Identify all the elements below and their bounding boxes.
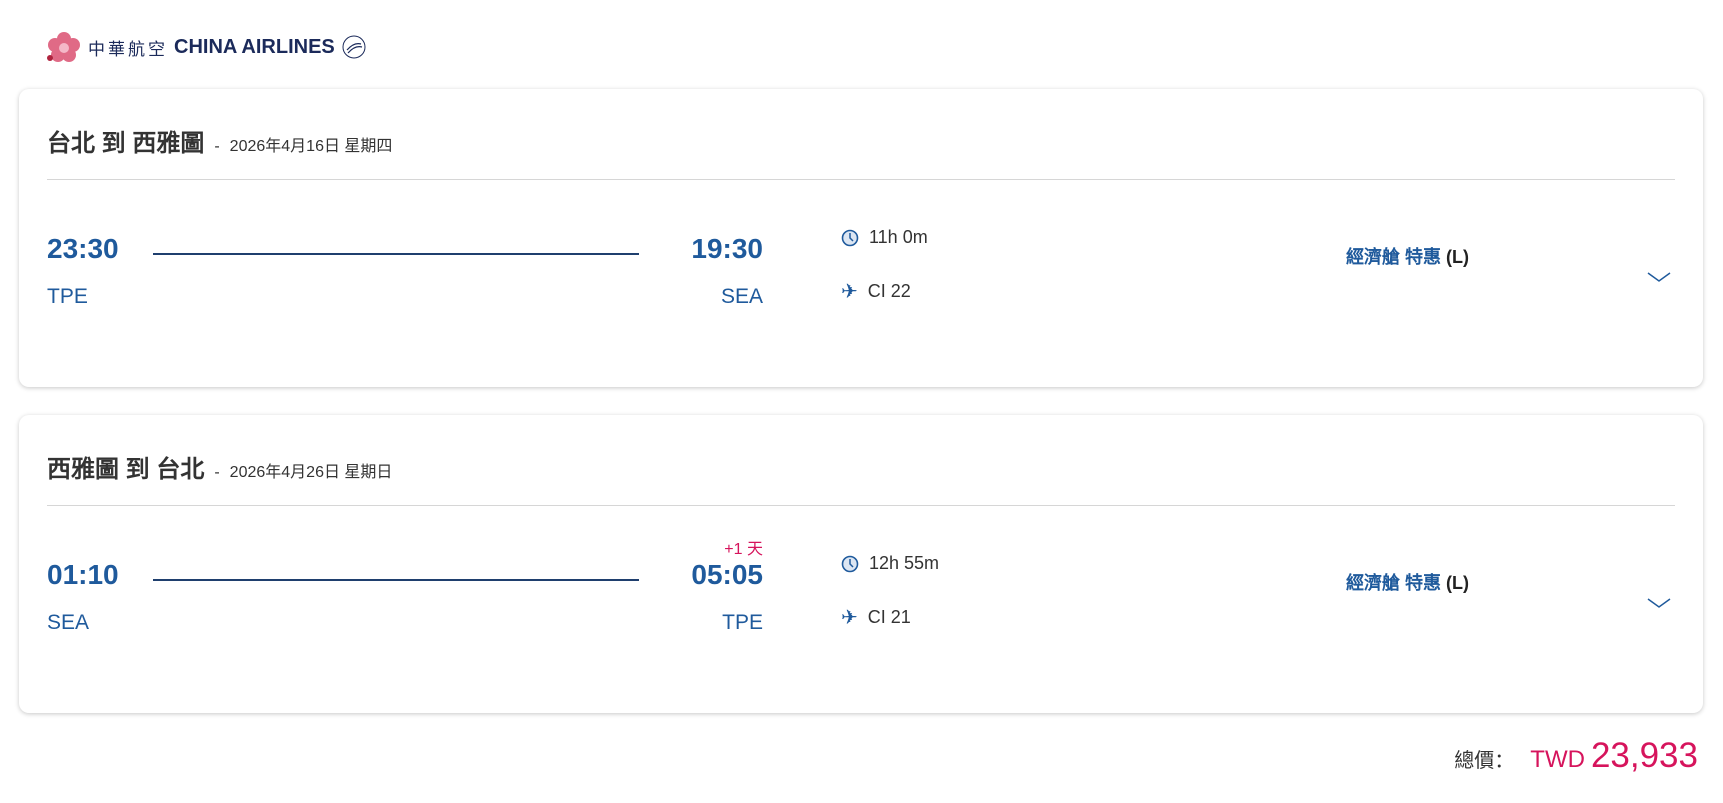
airplane-icon: ✈ <box>841 607 858 629</box>
fare-class: (L) <box>1446 247 1470 267</box>
plum-blossom-icon <box>47 32 80 62</box>
chevron-down-icon[interactable] <box>1647 597 1671 611</box>
depart-time: 23:30 <box>47 233 119 264</box>
day-offset: +1 天 <box>724 541 763 558</box>
flight-number: ✈ CI 21 <box>841 605 911 630</box>
divider <box>47 505 1675 506</box>
china-airlines-logo[interactable]: 中華航空 CHINA AIRLINES <box>46 30 367 64</box>
duration: 11h 0m <box>841 227 928 248</box>
brand-name-en: CHINA AIRLINES <box>174 35 335 58</box>
depart-airport: TPE <box>47 285 88 308</box>
flight-date: 2026年4月26日 星期日 <box>229 464 393 481</box>
duration: 12h 55m <box>841 553 939 574</box>
route-line <box>153 253 639 255</box>
flight-header: 台北 到 西雅圖 - 2026年4月16日 星期四 <box>47 123 392 158</box>
duration-text: 12h 55m <box>869 553 940 573</box>
depart-airport: SEA <box>47 611 90 634</box>
flight-card-outbound: 台北 到 西雅圖 - 2026年4月16日 星期四 23:30 19:30 TP… <box>19 89 1703 387</box>
flight-number-text: CI 22 <box>867 281 911 301</box>
arrive-time: 19:30 <box>691 233 763 264</box>
cabin-class: 經濟艙 特惠 (L) <box>1346 243 1469 269</box>
cabin-name: 經濟艙 特惠 <box>1346 247 1442 267</box>
cabin-class: 經濟艙 特惠 (L) <box>1346 569 1469 595</box>
separator: - <box>214 464 220 481</box>
clock-icon <box>841 229 859 246</box>
arrive-airport: TPE <box>722 611 763 634</box>
flight-number-text: CI 21 <box>867 607 911 627</box>
separator: - <box>214 138 220 155</box>
brand-name-cn: 中華航空 <box>88 39 168 60</box>
duration-text: 11h 0m <box>869 227 928 247</box>
clock-icon <box>841 555 859 572</box>
route-title: 台北 到 西雅圖 <box>47 130 205 157</box>
cabin-name: 經濟艙 特惠 <box>1346 573 1442 593</box>
depart-time: 01:10 <box>47 559 119 590</box>
total-label: 總價： <box>1454 750 1515 772</box>
flight-card-return: 西雅圖 到 台北 - 2026年4月26日 星期日 +1 天 01:10 05:… <box>19 415 1703 713</box>
arrive-time: 05:05 <box>691 559 763 590</box>
total-price: 總價： TWD 23,933 <box>1454 736 1698 776</box>
divider <box>47 179 1675 180</box>
total-amount: 23,933 <box>1590 736 1698 775</box>
currency: TWD <box>1530 746 1585 773</box>
fare-class: (L) <box>1446 573 1470 593</box>
flight-date: 2026年4月16日 星期四 <box>229 138 393 155</box>
airplane-icon: ✈ <box>841 281 858 303</box>
flight-header: 西雅圖 到 台北 - 2026年4月26日 星期日 <box>47 449 392 484</box>
route-title: 西雅圖 到 台北 <box>47 456 205 483</box>
arrive-airport: SEA <box>720 285 763 308</box>
skyteam-icon <box>342 35 366 59</box>
route-line <box>153 579 639 581</box>
flight-number: ✈ CI 22 <box>841 279 911 304</box>
chevron-down-icon[interactable] <box>1647 271 1671 285</box>
